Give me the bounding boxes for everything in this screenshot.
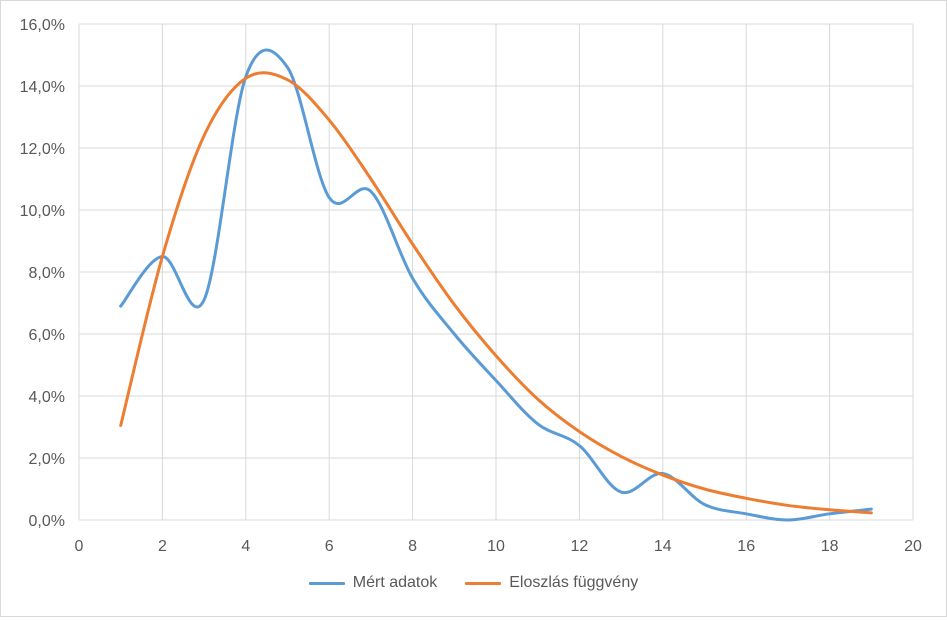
x-tick-label: 14 xyxy=(654,538,672,555)
series-line-2 xyxy=(119,71,873,515)
x-tick-label: 10 xyxy=(487,538,505,555)
tick-label-layer: 0,0% 2,0% 4,0% 6,0% 8,0% 10,0% 12,0% 14,0% 16,0%… xyxy=(20,17,922,555)
y-tick-label: 14,0% xyxy=(20,79,65,96)
y-tick-label: 16,0% xyxy=(20,17,65,34)
y-tick-label: 8,0% xyxy=(29,265,65,282)
y-tick-label: 10,0% xyxy=(20,203,65,220)
legend-swatch xyxy=(308,581,345,585)
grid-layer xyxy=(78,23,914,521)
x-tick-label: 6 xyxy=(325,538,334,555)
x-tick-label: 0 xyxy=(75,538,84,555)
y-tick-label: 2,0% xyxy=(29,451,65,468)
x-tick-label: 20 xyxy=(904,538,922,555)
legend-item-2: Eloszlás függvény xyxy=(465,574,638,592)
x-tick-label: 4 xyxy=(241,538,250,555)
series-line-1 xyxy=(119,48,873,522)
x-tick-label: 12 xyxy=(571,538,589,555)
x-tick-label: 8 xyxy=(408,538,417,555)
series-layer xyxy=(119,48,873,522)
y-tick-label: 0,0% xyxy=(29,513,65,530)
x-tick-label: 2 xyxy=(158,538,167,555)
legend-item-1: Mért adatok xyxy=(308,574,438,592)
legend-label: Eloszlás függvény xyxy=(509,574,639,591)
legend: Mért adatok Eloszlás függvény xyxy=(0,574,947,592)
legend-swatch xyxy=(465,581,502,585)
x-tick-label: 18 xyxy=(821,538,839,555)
y-tick-label: 6,0% xyxy=(29,327,65,344)
legend-label: Mért adatok xyxy=(352,574,438,591)
x-tick-label: 16 xyxy=(737,538,755,555)
y-tick-label: 4,0% xyxy=(29,389,65,406)
y-tick-label: 12,0% xyxy=(20,141,65,158)
